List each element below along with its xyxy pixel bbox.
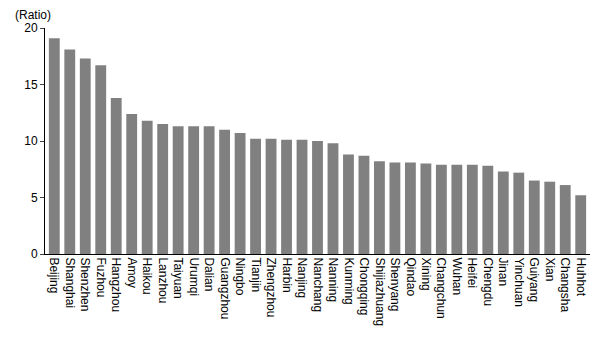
svg-text:(Ratio): (Ratio) — [15, 8, 51, 22]
svg-text:Guangzhou: Guangzhou — [218, 257, 232, 319]
svg-text:Guiyang: Guiyang — [527, 257, 541, 302]
svg-text:Urumqi: Urumqi — [187, 257, 201, 296]
svg-text:Hangzhou: Hangzhou — [109, 257, 123, 312]
svg-text:Harbin: Harbin — [280, 257, 294, 292]
svg-text:Shenyang: Shenyang — [388, 257, 402, 311]
svg-text:0: 0 — [31, 247, 38, 261]
svg-text:Beijing: Beijing — [47, 257, 61, 293]
svg-text:10: 10 — [24, 134, 38, 148]
svg-text:Dalian: Dalian — [202, 257, 216, 291]
svg-text:Shijiazhuang: Shijiazhuang — [373, 257, 387, 326]
svg-text:Jinan: Jinan — [496, 257, 510, 286]
svg-text:Shenzhen: Shenzhen — [78, 257, 92, 311]
svg-text:Chengdu: Chengdu — [481, 257, 495, 306]
svg-text:Shanghai: Shanghai — [63, 257, 77, 308]
svg-text:15: 15 — [24, 78, 38, 92]
svg-text:Nanning: Nanning — [326, 257, 340, 302]
svg-text:20: 20 — [24, 21, 38, 35]
svg-text:Taiyuan: Taiyuan — [171, 257, 185, 298]
svg-text:Chongqing: Chongqing — [357, 257, 371, 315]
svg-text:5: 5 — [31, 191, 38, 205]
svg-text:Fuzhou: Fuzhou — [94, 257, 108, 297]
svg-text:Xining: Xining — [419, 257, 433, 290]
svg-text:Amoy: Amoy — [125, 257, 139, 288]
svg-text:Changsha: Changsha — [558, 257, 572, 312]
svg-text:Tianjin: Tianjin — [249, 257, 263, 292]
svg-text:Kunming: Kunming — [342, 257, 356, 304]
svg-text:Zhengzhou: Zhengzhou — [264, 257, 278, 317]
svg-text:Heifei: Heifei — [465, 257, 479, 288]
svg-text:Wuhan: Wuhan — [450, 257, 464, 295]
svg-text:Yinchuan: Yinchuan — [512, 257, 526, 307]
svg-text:Qindao: Qindao — [404, 257, 418, 296]
svg-text:Nanjing: Nanjing — [295, 257, 309, 298]
svg-text:Huhhot: Huhhot — [574, 257, 588, 296]
svg-text:Changchun: Changchun — [434, 257, 448, 318]
svg-text:Xian: Xian — [543, 257, 557, 281]
svg-text:Lanzhou: Lanzhou — [156, 257, 170, 303]
svg-text:Haikou: Haikou — [140, 257, 154, 294]
svg-text:Nanchang: Nanchang — [311, 257, 325, 312]
svg-text:Ningbo: Ningbo — [233, 257, 247, 295]
